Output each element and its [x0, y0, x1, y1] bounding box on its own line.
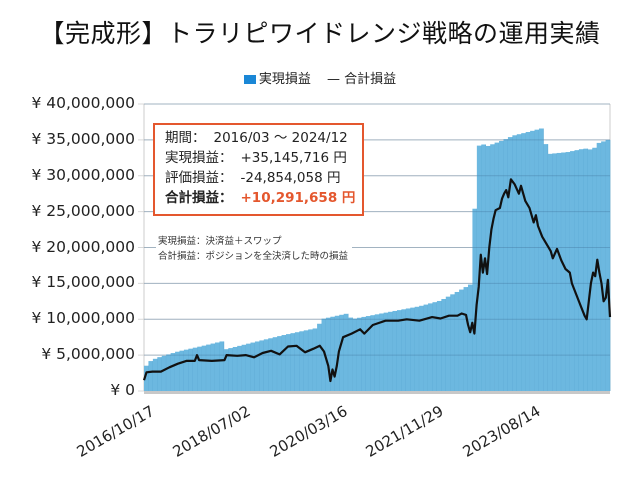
chart-title: 【完成形】トラリピワイドレンジ戦略の運用実績	[39, 19, 601, 48]
total-label: 合計損益：	[165, 190, 233, 206]
summary-info-box: 期間： 2016/03 ～ 2024/12 実現損益： +35,145,716 円 …	[153, 123, 364, 216]
total-pl-line	[142, 178, 612, 383]
period-row: 期間： 2016/03 ～ 2024/12	[165, 128, 362, 148]
legend-bar-swatch-icon	[243, 75, 256, 84]
y-tick-label: ¥ 15,000,000	[31, 273, 135, 292]
unrealized-value: -24,854,058 円	[240, 170, 341, 186]
total-value: +10,291,658 円	[240, 190, 356, 206]
y-tick-label: ¥ 5,000,000	[41, 345, 135, 364]
total-row: 合計損益： +10,291,658 円	[165, 188, 362, 208]
unrealized-label: 評価損益：	[165, 170, 233, 186]
period-value: 2016/03 ～ 2024/12	[213, 130, 348, 146]
legend-line-label: — 合計損益	[327, 72, 397, 87]
y-tick-label: ¥ 35,000,000	[31, 129, 135, 148]
y-tick-label: ¥ 40,000,000	[31, 94, 135, 112]
y-tick-label: ¥ 10,000,000	[31, 309, 135, 328]
period-label: 期間：	[165, 130, 206, 146]
note-realized: 実現損益：決済益＋スワップ	[158, 236, 282, 247]
y-tick-label: ¥ 20,000,000	[31, 237, 135, 256]
y-tick-label: ¥ 0	[110, 381, 135, 399]
note-total: 合計損益：ポジションを全決済した時の損益	[158, 251, 349, 262]
realized-bars	[144, 128, 611, 392]
unrealized-row: 評価損益： -24,854,058 円	[165, 168, 362, 188]
realized-row: 実現損益： +35,145,716 円	[165, 148, 362, 168]
legend-bar-label: 実現損益	[258, 72, 311, 87]
realized-label: 実現損益：	[165, 150, 233, 166]
y-tick-label: ¥ 25,000,000	[31, 201, 135, 220]
realized-value: +35,145,716 円	[240, 150, 347, 166]
chart-notes: 実現損益：決済益＋スワップ 合計損益：ポジションを全決済した時の損益	[156, 234, 353, 264]
chart-legend: 実現損益 — 合計損益	[0, 68, 640, 87]
y-tick-label: ¥ 30,000,000	[31, 165, 135, 184]
